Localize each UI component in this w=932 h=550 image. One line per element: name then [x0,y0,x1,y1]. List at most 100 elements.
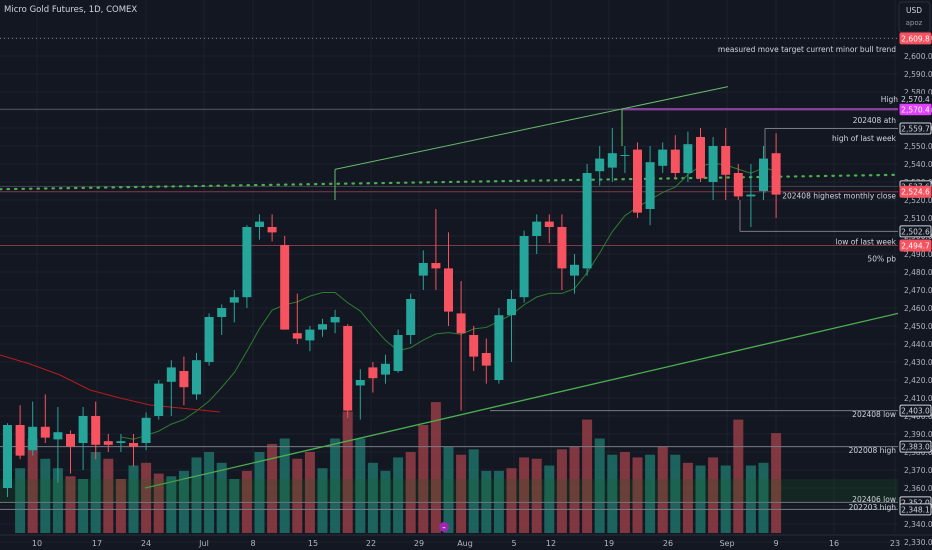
symbol-title[interactable]: Micro Gold Futures, 1D, COMEX [4,5,137,15]
volume-bar [330,438,341,533]
annotation-text[interactable]: low of last week [836,237,897,246]
candle-body[interactable] [733,173,743,197]
volume-bar [745,465,756,533]
candle-body[interactable] [418,263,428,276]
candle-body[interactable] [607,153,617,168]
candle-body[interactable] [192,360,201,395]
candle-body[interactable] [305,329,315,341]
high-tag-label: High [881,95,898,104]
annotation-text[interactable]: 202408 highest monthly close [782,192,896,201]
annotation-text[interactable]: 202406 low [852,495,896,504]
price-axis[interactable]: 2,610.02,600.02,590.02,580.02,570.02,560… [881,32,932,547]
candle-body[interactable] [544,221,554,227]
candle-body[interactable] [670,149,680,173]
candle-body[interactable] [444,268,453,312]
candle-body[interactable] [53,432,63,440]
annotation-text[interactable]: 50% pb [867,255,896,264]
volume-bar [506,468,517,533]
candle-body[interactable] [658,149,668,166]
annotation-text[interactable]: high of last week [832,134,897,143]
price-tick: 2,490.0 [904,250,932,259]
candle-body[interactable] [633,149,642,213]
volume-bar [342,411,353,533]
channel-upper-line[interactable] [334,86,729,170]
price-label-tag[interactable] [899,122,932,135]
candle-body[interactable] [494,315,504,380]
candle-body[interactable] [229,297,239,303]
price-label-tag[interactable] [899,239,932,252]
candle-body[interactable] [456,313,466,334]
candle-body[interactable] [318,324,327,330]
candle-body[interactable] [381,363,390,375]
candle-body[interactable] [242,227,252,298]
bull-trendline[interactable] [144,312,899,489]
price-label-tag[interactable] [899,440,932,453]
price-tick: 2,430.0 [904,358,932,367]
candle-body[interactable] [759,158,768,191]
time-tick: 19 [604,539,614,548]
annotation-text[interactable]: 202008 high [849,446,897,455]
candle-body[interactable] [431,263,441,269]
candle-body[interactable] [292,333,302,339]
candle-body[interactable] [532,221,542,236]
price-label-tag[interactable] [899,225,932,238]
candle-body[interactable] [66,434,75,447]
time-tick: 9 [773,539,778,548]
candle-body[interactable] [481,353,491,366]
candle-body[interactable] [368,367,378,379]
candle-body[interactable] [645,162,655,209]
price-label-tag[interactable] [899,404,932,417]
candle-body[interactable] [696,137,705,179]
candle-body[interactable] [28,426,38,451]
candle-body[interactable] [393,335,403,371]
candle-body[interactable] [595,158,605,172]
candle-body[interactable] [141,417,151,443]
candle-body[interactable] [204,317,214,362]
dotted-trend-projection[interactable] [0,173,900,191]
candle-body[interactable] [166,367,176,382]
scale-mode-label[interactable]: apoz [906,19,923,27]
candle-body[interactable] [91,416,101,445]
candle-body[interactable] [570,264,579,276]
candle-body[interactable] [15,425,25,456]
indicator-badge[interactable]: ⌁ [439,522,449,532]
candle-body[interactable] [103,441,113,445]
candle-body[interactable] [469,335,479,357]
candle-body[interactable] [721,146,731,175]
price-label-tag[interactable] [899,32,932,45]
candle-body[interactable] [746,194,756,197]
candle-body[interactable] [3,425,12,488]
candle-body[interactable] [129,443,138,447]
candle-body[interactable] [355,380,365,386]
candle-body[interactable] [217,308,227,317]
annotation-text[interactable]: measured move target current minor bull … [718,45,896,54]
annotation-text[interactable]: 202408 ath [853,116,897,125]
candle-body[interactable] [267,227,277,233]
candle-body[interactable] [683,144,693,173]
candle-body[interactable] [179,371,189,388]
candle-body[interactable] [582,173,592,269]
candle-body[interactable] [330,317,340,323]
candle-body[interactable] [255,221,264,227]
candle-body[interactable] [507,299,516,316]
candle-body[interactable] [116,441,126,443]
candle-body[interactable] [406,299,416,335]
price-label-tag[interactable] [899,185,932,198]
candle-body[interactable] [343,326,353,411]
price-label-tag[interactable] [899,503,932,516]
candle-body[interactable] [771,153,781,195]
annotation-text[interactable]: 202408 low [852,410,896,419]
candle-body[interactable] [78,416,88,443]
annotation-text[interactable]: 202203 high [849,503,897,512]
candle-body[interactable] [557,227,567,269]
candle-body[interactable] [708,146,718,182]
currency-box[interactable] [898,1,931,33]
candle-body[interactable] [280,245,290,330]
candle-body[interactable] [40,426,50,438]
candle-body[interactable] [154,383,164,416]
candle-body[interactable] [620,155,630,156]
time-tick: Sep [719,539,734,548]
candle-body[interactable] [519,236,529,298]
time-axis[interactable]: 10 17 24 Jul 8 15 22 29 Aug 5 12 19 26 Sep 9 16 23 [0,534,932,548]
